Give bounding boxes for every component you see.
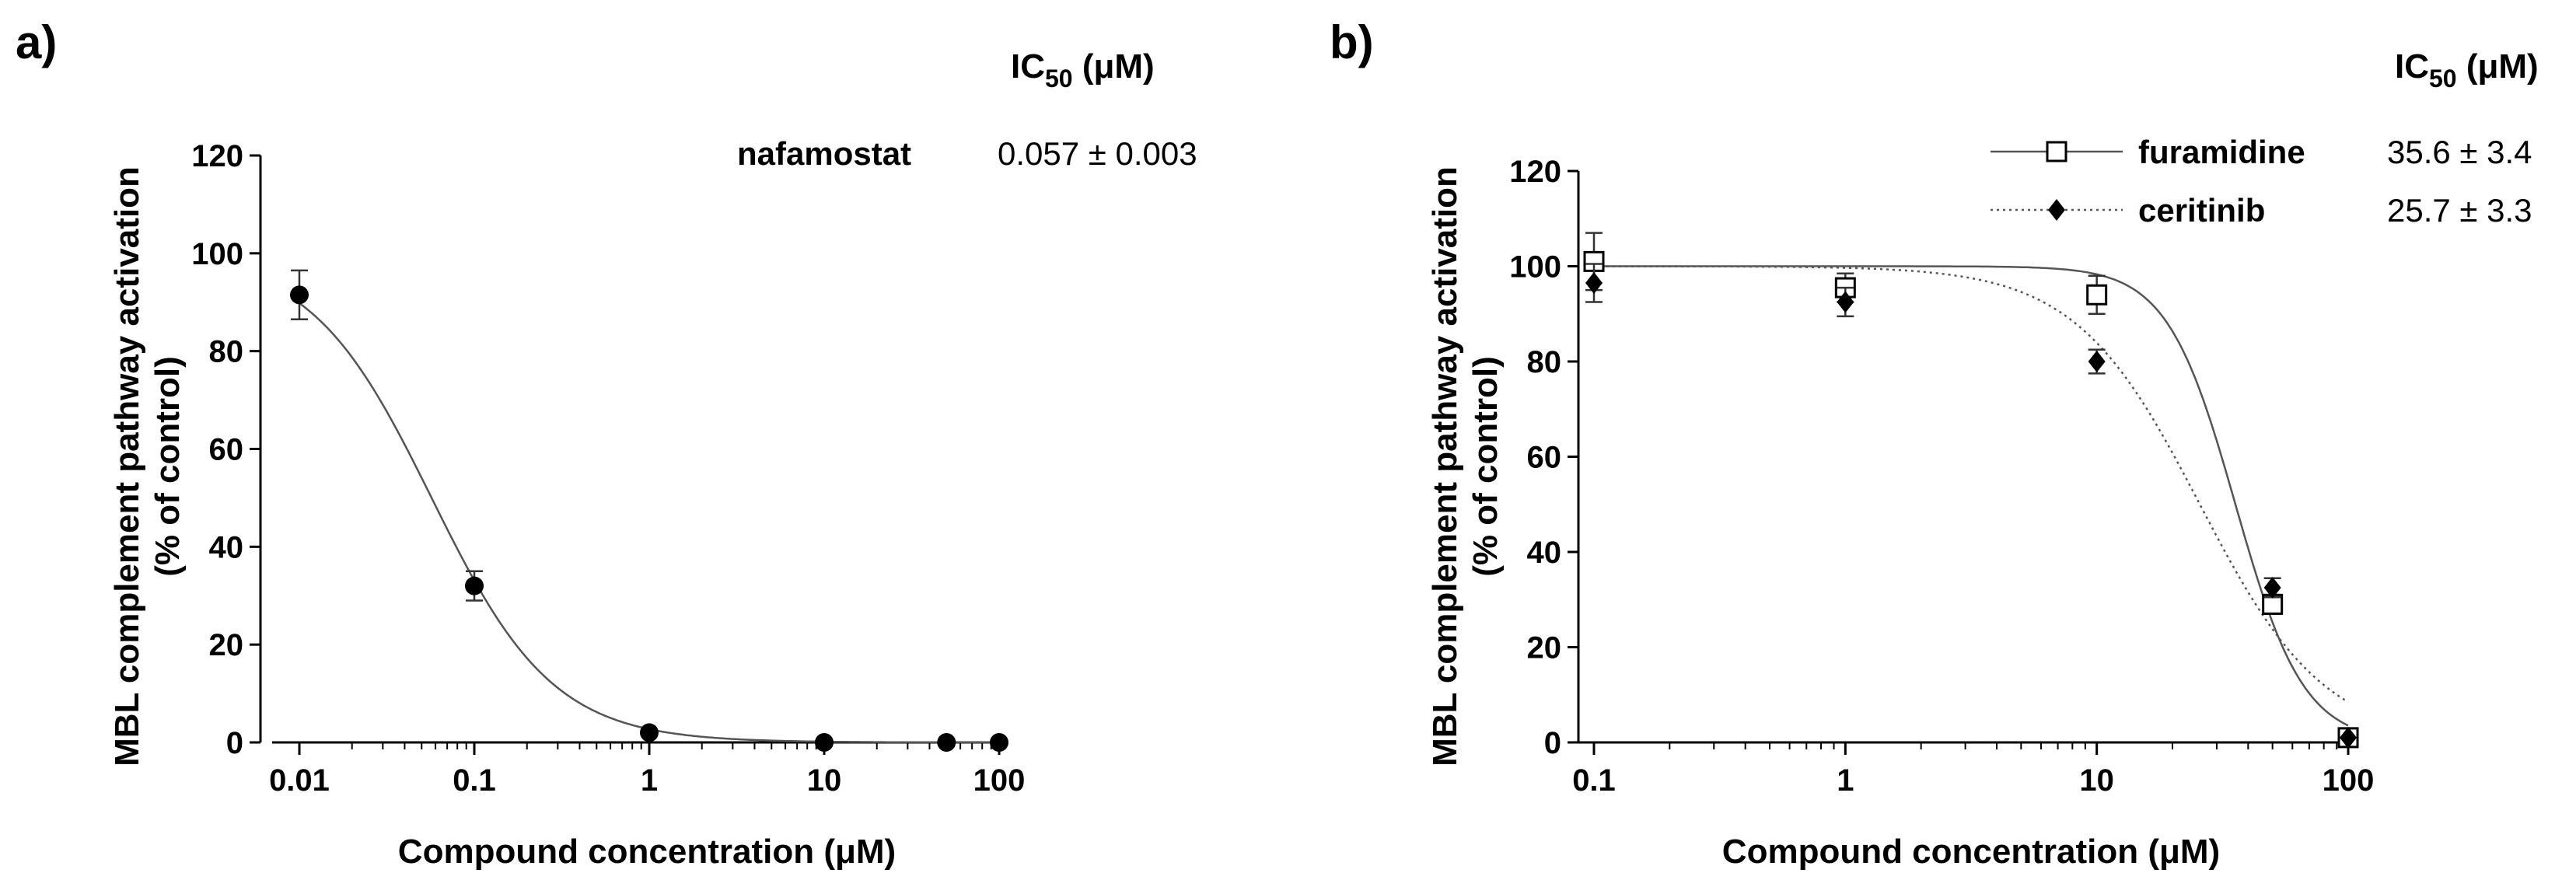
panel-b-xlabel: Compound concentration (μM) <box>1722 833 2220 871</box>
panel-b-ylabel: MBL complement pathway activation <box>1426 166 1464 767</box>
panel-a-y-tick-label: 60 <box>209 433 244 467</box>
panel-a-point-nafamostat <box>640 723 659 742</box>
panel-a-x-tick-label: 100 <box>973 763 1026 798</box>
panel-b-y-tick-label: 120 <box>1509 155 1561 189</box>
panel-b-ic50-header: IC50 (μM) <box>2395 47 2539 93</box>
panel-a-x-tick-label: 10 <box>807 763 842 798</box>
panel-b-y-tick-label: 60 <box>1527 441 1562 475</box>
panel-a-point-nafamostat <box>465 576 484 595</box>
panel-a-y-tick-label: 100 <box>191 237 243 271</box>
panel-b-x-tick-label: 1 <box>1837 763 1854 798</box>
panel-a-xlabel: Compound concentration (μM) <box>398 833 896 871</box>
panel-b-y-tick-label: 100 <box>1509 250 1561 285</box>
panel-b-plot: 0 20 40 60 80 100 120 0.1 1 10 100 <box>1509 155 2374 798</box>
panel-a-y-tick-label: 120 <box>191 139 243 173</box>
panel-a-point-nafamostat <box>990 733 1008 752</box>
panel-a-ylabel-line2: (% of control) <box>149 356 187 577</box>
panel-b-fit-curve-furamidine <box>1594 265 2349 727</box>
panel-b-y-tick-label: 20 <box>1527 631 1562 665</box>
panel-b-point-ceritinib <box>2340 726 2357 749</box>
panel-b-legend-name-ceritinib: ceritinib <box>2138 192 2265 229</box>
panel-b-legend-ic50-furamidine: 35.6 ± 3.4 <box>2387 134 2532 170</box>
panel-a-y-tick-label: 20 <box>209 628 244 662</box>
panel-a-x-tick-label: 0.1 <box>453 763 496 798</box>
panel-b-point-furamidine <box>2086 284 2108 306</box>
panel-a-plot: 0 20 40 60 80 100 120 0.01 0.1 1 10 100 <box>191 139 1025 798</box>
panel-b-y-tick-label: 80 <box>1527 345 1562 379</box>
panel-a-point-nafamostat <box>290 285 309 305</box>
panel-b-fit-curve-ceritinib <box>1594 265 2349 704</box>
panel-b-y-tick-label: 0 <box>1544 726 1561 760</box>
panel-a-point-nafamostat <box>937 733 956 752</box>
panel-b-label: b) <box>1330 16 1374 68</box>
panel-b-point-ceritinib <box>2088 351 2106 372</box>
panel-a-ylabel: MBL complement pathway activation <box>108 166 146 767</box>
panel-a-fit-curve-nafamostat <box>299 302 999 744</box>
panel-a-y-tick-label: 40 <box>209 530 244 564</box>
panel-b-legend-ic50-ceritinib: 25.7 ± 3.3 <box>2387 192 2532 229</box>
panel-a-ic50-header: IC50 (μM) <box>1011 47 1155 93</box>
panel-b-ylabel-line2: (% of control) <box>1466 356 1505 577</box>
panel-a-y-tick-label: 0 <box>226 726 243 760</box>
panel-b-legend-marker-furamidine <box>2046 141 2067 162</box>
panel-a-legend-name-nafamostat: nafamostat <box>737 135 911 172</box>
panel-a-point-nafamostat <box>815 733 834 752</box>
panel-a-legend-ic50-nafamostat: 0.057 ± 0.003 <box>998 135 1197 172</box>
panel-b-y-tick-label: 40 <box>1527 536 1562 570</box>
panel-b-point-ceritinib <box>1585 271 1603 294</box>
panel-a-x-tick-label: 1 <box>641 763 658 798</box>
panel-a-y-tick-label: 80 <box>209 335 244 369</box>
panel-b-x-tick-label: 100 <box>2323 763 2375 798</box>
panel-b-legend-name-furamidine: furamidine <box>2138 134 2305 170</box>
panel-b-legend <box>1991 141 2123 221</box>
panel-b-point-ceritinib <box>2263 576 2281 599</box>
panel-a-x-tick-label: 0.01 <box>269 763 330 798</box>
panel-b-legend-marker-ceritinib <box>2048 199 2065 221</box>
panel-b-x-tick-label: 0.1 <box>1572 763 1616 798</box>
panel-a-label: a) <box>16 16 57 68</box>
panel-b-x-tick-label: 10 <box>2079 763 2114 798</box>
panel-b-point-ceritinib <box>1837 291 1854 313</box>
